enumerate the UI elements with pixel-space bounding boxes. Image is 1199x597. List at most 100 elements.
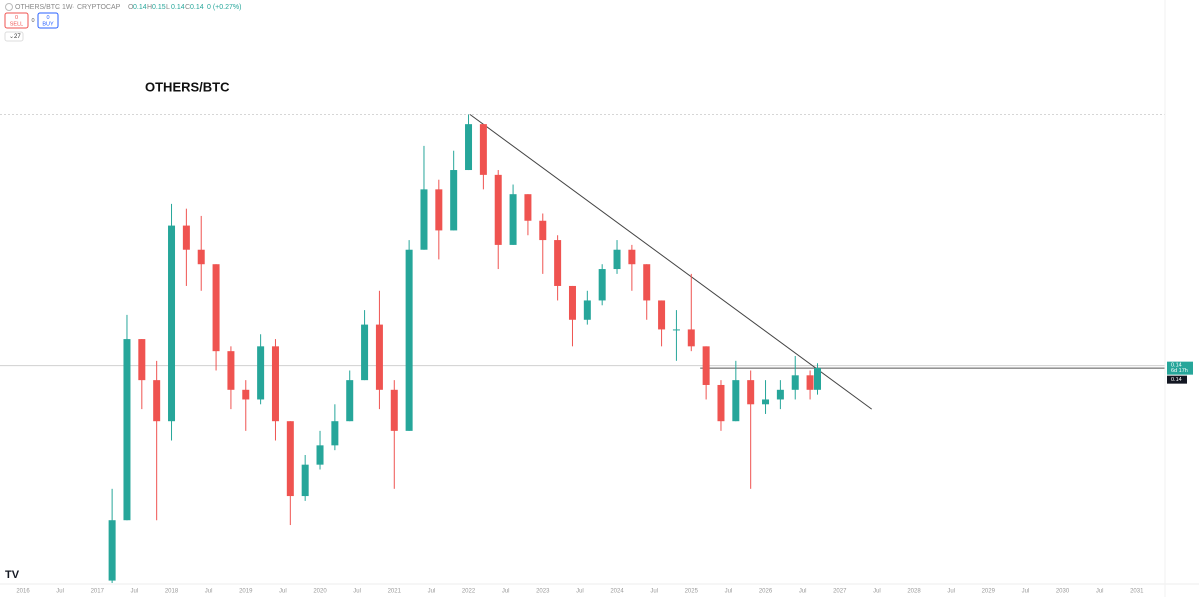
ohlc-key: H — [147, 4, 152, 11]
symbol: OTHERS/BTC — [15, 4, 60, 11]
ohlc-value: 0.15 — [152, 4, 166, 11]
symbol-icon — [5, 3, 13, 11]
buy-count[interactable]: 0 — [46, 15, 49, 21]
x-tick-label: 2025 — [685, 589, 699, 595]
last-price-box — [1167, 361, 1193, 375]
x-tick-label: Jul — [56, 589, 64, 595]
ohlc-value: 0.14 — [190, 4, 204, 11]
x-tick-label: Jul — [725, 589, 733, 595]
tradingview-logo[interactable]: TV — [5, 569, 20, 581]
candle-body — [465, 124, 473, 171]
x-tick-label: 2028 — [907, 589, 921, 595]
candle-body — [479, 124, 487, 175]
candle-body — [568, 285, 576, 320]
sell-label[interactable]: SELL — [10, 21, 23, 27]
x-tick-label: Jul — [1022, 589, 1030, 595]
candle-body — [227, 351, 235, 390]
candle-body — [672, 329, 680, 331]
x-tick-label: 2022 — [462, 589, 476, 595]
candle-body — [494, 174, 502, 245]
prev-close-box — [1167, 375, 1187, 384]
separator: · — [72, 4, 74, 11]
interval: 1W — [62, 4, 73, 11]
candle-body — [346, 380, 354, 422]
candle-body — [375, 324, 383, 390]
candle-body — [643, 264, 651, 301]
candle-body — [687, 329, 695, 347]
candle-body — [717, 384, 725, 422]
x-tick-label: Jul — [502, 589, 510, 595]
candle-body — [153, 380, 161, 422]
x-tick-label: Jul — [1096, 589, 1104, 595]
change: 0 (+0.27%) — [207, 4, 241, 11]
candle-body — [539, 220, 547, 241]
candle-body — [450, 170, 458, 231]
x-tick-label: 2029 — [982, 589, 996, 595]
x-tick-label: Jul — [131, 589, 139, 595]
candle-body — [182, 225, 190, 250]
x-tick-label: 2030 — [1056, 589, 1070, 595]
sell-count[interactable]: 0 — [15, 15, 18, 21]
x-tick-label: 2031 — [1130, 589, 1144, 595]
ohlc-key: C — [185, 4, 190, 11]
candle-body — [628, 249, 636, 265]
indicator-count[interactable]: 27 — [14, 34, 21, 40]
x-tick-label: 2027 — [833, 589, 847, 595]
buy-label[interactable]: BUY — [42, 21, 54, 27]
candle-body — [791, 375, 799, 390]
x-tick-label: 2020 — [313, 589, 327, 595]
x-tick-label: Jul — [353, 589, 361, 595]
candle-body — [212, 264, 220, 352]
x-tick-label: 2019 — [239, 589, 253, 595]
ohlc: O 0.14 H 0.15 L 0.14 C 0.14 — [128, 4, 204, 11]
last-price: 0.14 — [1171, 363, 1182, 369]
line — [469, 114, 873, 410]
x-tick-label: Jul — [799, 589, 807, 595]
candle-body — [331, 421, 339, 446]
candle-body — [658, 300, 666, 330]
candle-body — [108, 520, 116, 581]
x-tick-label: 2024 — [610, 589, 624, 595]
candle-body — [242, 389, 250, 400]
ohlc-value: 0.14 — [133, 4, 147, 11]
indicator-toggle[interactable] — [4, 31, 24, 42]
candle-body — [598, 269, 606, 301]
buy-button[interactable] — [37, 12, 59, 29]
separator: · — [57, 4, 59, 11]
x-tick-label: Jul — [428, 589, 436, 595]
spread: 0 — [31, 18, 34, 24]
x-tick-label: Jul — [279, 589, 287, 595]
x-tick-label: Jul — [205, 589, 213, 595]
candle-body — [524, 194, 532, 221]
x-tick-label: 2016 — [16, 589, 30, 595]
candle-body — [702, 346, 710, 385]
x-tick-label: Jul — [873, 589, 881, 595]
candle-body — [420, 189, 428, 250]
x-tick-label: Jul — [576, 589, 584, 595]
chevron[interactable]: ⌄ — [9, 34, 14, 40]
candle-body — [138, 339, 146, 381]
candle-body — [257, 346, 265, 400]
candle-body — [286, 421, 294, 497]
x-tick-label: Jul — [650, 589, 658, 595]
source: CRYPTOCAP — [77, 4, 121, 11]
x-tick-label: 2026 — [759, 589, 773, 595]
chart-title: OTHERS/BTC — [145, 79, 230, 94]
ohlc-key: O — [128, 4, 134, 11]
x-tick-label: 2018 — [165, 589, 179, 595]
countdown: 6d 17h — [1171, 368, 1188, 374]
sell-button[interactable] — [4, 12, 29, 29]
candle-body — [806, 375, 814, 390]
candle-body — [405, 249, 413, 431]
candle-body — [814, 368, 822, 390]
x-tick-label: 2021 — [388, 589, 402, 595]
ohlc-key: L — [166, 4, 170, 11]
candle-body — [583, 300, 591, 320]
candle-body — [747, 380, 755, 405]
candle-body — [762, 399, 770, 405]
candle-body — [435, 189, 443, 231]
candle-body — [271, 346, 279, 422]
candle-body — [390, 389, 398, 431]
x-tick-label: Jul — [947, 589, 955, 595]
